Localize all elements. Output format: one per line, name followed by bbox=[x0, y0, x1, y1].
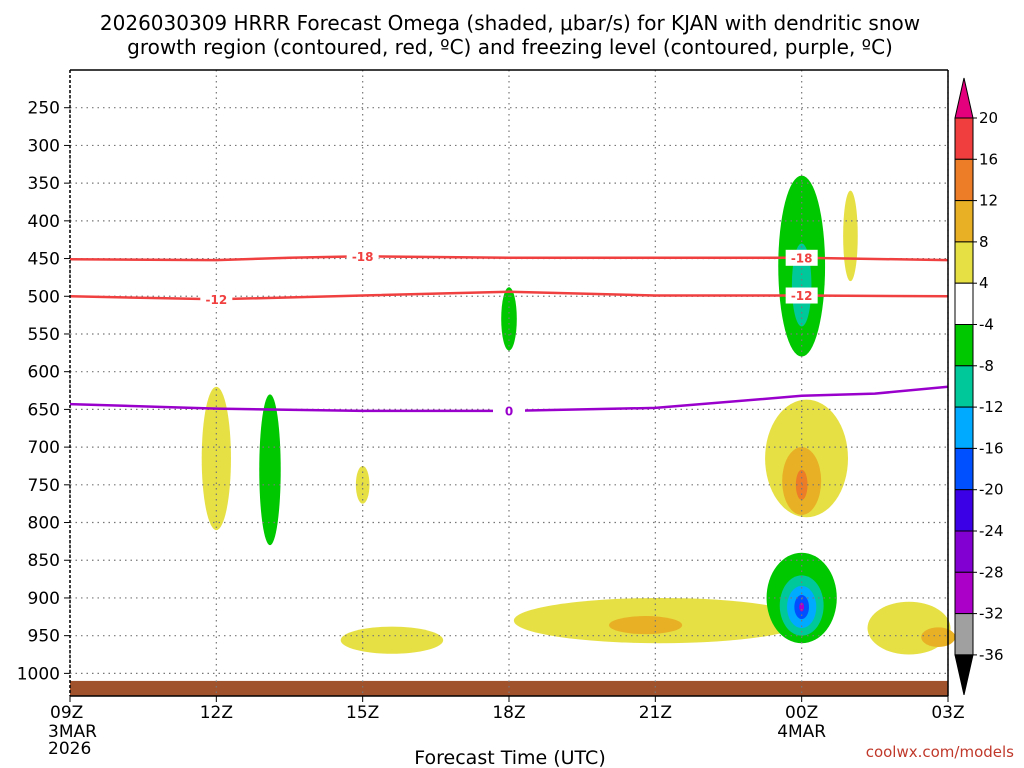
omega-region-19 bbox=[921, 627, 956, 647]
x-tick-sublabel-09Z-1: 2026 bbox=[48, 739, 91, 759]
omega-region-3 bbox=[340, 626, 444, 654]
y-tick-label-250: 250 bbox=[28, 99, 60, 119]
colorbar-box-9 bbox=[954, 447, 974, 491]
colorbar-label--24: -24 bbox=[979, 522, 1004, 540]
ground-fill bbox=[70, 680, 948, 696]
omega-region-17 bbox=[799, 602, 805, 612]
colorbar-box-3 bbox=[954, 200, 974, 243]
contour-label-0-0: -18 bbox=[352, 250, 374, 264]
contour-2 bbox=[69, 385, 949, 413]
x-tick-label-15Z: 15Z bbox=[346, 703, 379, 723]
colorbar-box-11 bbox=[954, 530, 974, 573]
x-tick-sublabel-09Z-0: 3MAR bbox=[48, 722, 97, 742]
plot-area: -18 -18 -12 -12 0 250 300 350 400 450 500 550 600 650… bbox=[17, 69, 965, 759]
colorbar-label--36: -36 bbox=[979, 646, 1004, 664]
y-tick-label-950: 950 bbox=[28, 627, 60, 647]
colorbar-label--28: -28 bbox=[979, 563, 1004, 581]
x-tick-label-00Z: 00Z bbox=[785, 703, 818, 723]
colorbar-box-7 bbox=[954, 365, 974, 408]
colorbar-label--4: -4 bbox=[979, 316, 994, 334]
omega-region-1 bbox=[259, 394, 281, 546]
x-axis-label: Forecast Time (UTC) bbox=[414, 747, 605, 768]
y-tick-label-300: 300 bbox=[28, 136, 60, 156]
colorbar-box-13 bbox=[954, 613, 974, 656]
colorbar-box-5 bbox=[954, 282, 974, 326]
contour-label-1-0: -12 bbox=[205, 293, 227, 307]
colorbar-box-4 bbox=[954, 241, 974, 284]
contour-label-bg-0-1 bbox=[785, 249, 818, 266]
omega-region-9 bbox=[843, 190, 858, 282]
y-tick-label-800: 800 bbox=[28, 514, 60, 534]
y-tick-label-700: 700 bbox=[28, 438, 60, 458]
y-tick-label-850: 850 bbox=[28, 551, 60, 571]
y-tick-label-900: 900 bbox=[28, 589, 60, 609]
colorbar-label-12: 12 bbox=[979, 192, 998, 210]
x-tick-label-03Z: 03Z bbox=[931, 703, 964, 723]
colorbar-label-8: 8 bbox=[979, 233, 989, 251]
colorbar-box-12 bbox=[954, 571, 974, 615]
y-tick-label-350: 350 bbox=[28, 174, 60, 194]
contour-label-bg-0-0 bbox=[346, 248, 379, 265]
colorbar-label--16: -16 bbox=[979, 439, 1004, 457]
colorbar-label--20: -20 bbox=[979, 481, 1004, 499]
contour-label-bg-2-0 bbox=[493, 402, 525, 419]
x-tick-label-09Z: 09Z bbox=[50, 703, 83, 723]
y-tick-label-550: 550 bbox=[28, 325, 60, 345]
contour-label-bg-1-1 bbox=[785, 287, 818, 304]
colorbar-box-2 bbox=[954, 158, 974, 202]
x-tick-label-12Z: 12Z bbox=[200, 703, 233, 723]
colorbar-label--8: -8 bbox=[979, 357, 994, 375]
colorbar-label-20: 20 bbox=[979, 109, 998, 127]
y-tick-label-1000: 1000 bbox=[17, 664, 60, 684]
omega-colorbar: 20 16 12 8 4 -4 -8 -12 -16 -20 -24 -28 -32 -36 bbox=[954, 77, 1004, 696]
colorbar-box-1 bbox=[954, 117, 974, 160]
colorbar-label-16: 16 bbox=[979, 150, 998, 168]
x-tick-sublabel-00Z-0: 4MAR bbox=[777, 722, 826, 742]
x-tick-label-21Z: 21Z bbox=[639, 703, 672, 723]
omega-region-0 bbox=[201, 386, 231, 531]
y-tick-label-600: 600 bbox=[28, 363, 60, 383]
colorbar-label--32: -32 bbox=[979, 605, 1004, 623]
colorbar-box-6 bbox=[954, 324, 974, 367]
y-tick-label-450: 450 bbox=[28, 250, 60, 270]
chart-title-line1: 2026030309 HRRR Forecast Omega (shaded, … bbox=[100, 11, 920, 35]
y-tick-label-750: 750 bbox=[28, 476, 60, 496]
y-tick-label-400: 400 bbox=[28, 212, 60, 232]
colorbar-label--12: -12 bbox=[979, 398, 1004, 416]
chart-title-line2: growth region (contoured, red, ºC) and f… bbox=[127, 35, 893, 59]
colorbar-top-triangle bbox=[954, 77, 974, 119]
omega-region-6 bbox=[608, 616, 683, 635]
contour-label-2-0: 0 bbox=[505, 404, 513, 418]
colorbar-bottom-triangle bbox=[954, 654, 974, 696]
y-tick-label-650: 650 bbox=[28, 400, 60, 420]
contour-label-0-1: -18 bbox=[791, 251, 813, 265]
credit-label: coolwx.com/models bbox=[866, 743, 1014, 761]
y-tick-label-500: 500 bbox=[28, 287, 60, 307]
colorbar-label-4: 4 bbox=[979, 274, 989, 292]
x-tick-label-18Z: 18Z bbox=[492, 703, 525, 723]
colorbar-box-8 bbox=[954, 406, 974, 449]
colorbar-box-10 bbox=[954, 489, 974, 532]
contour-label-1-1: -12 bbox=[791, 289, 813, 303]
contour-0 bbox=[69, 255, 949, 262]
contour-label-bg-1-0 bbox=[200, 291, 233, 308]
